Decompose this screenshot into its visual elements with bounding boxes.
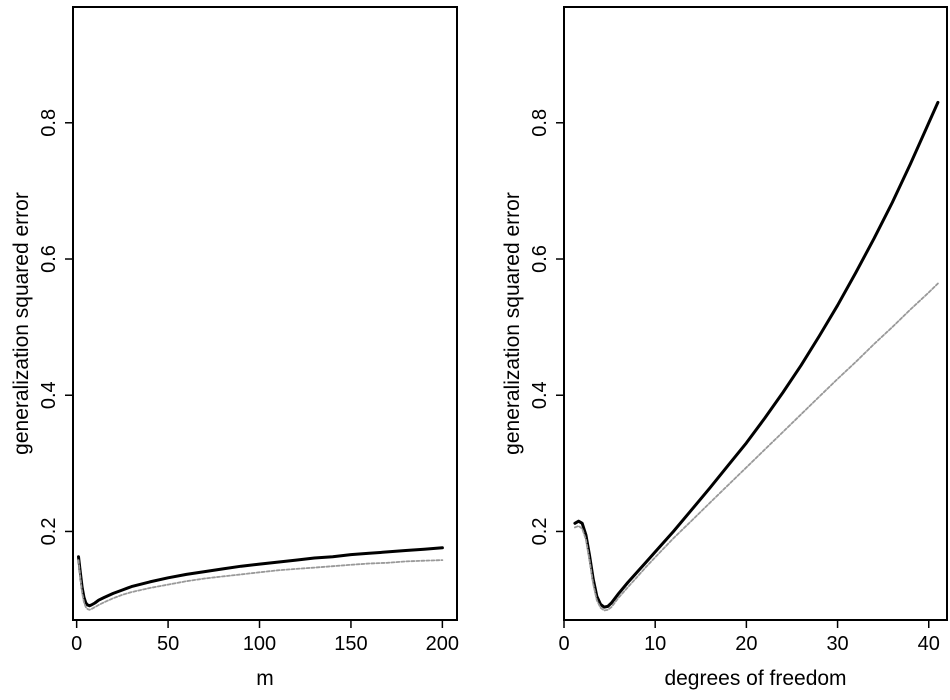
x-tick-label: 40 [918,633,940,655]
x-axis-title: m [256,667,274,690]
y-tick-label: 0.4 [529,381,551,409]
y-tick-label: 0.6 [529,245,551,273]
x-tick-label: 0 [71,633,82,655]
x-tick-label: 200 [426,633,459,655]
y-tick-label: 0.2 [38,518,60,546]
y-tick-label: 0.8 [529,109,551,137]
chart-panel-2: 0 10 20 30 40 0.2 0.4 0.6 0.8 degrees of freedom g… [501,6,948,690]
chart-panel-1: 0 50 100 150 200 0.2 0.4 0.6 0.8 m generalization … [10,6,459,690]
y-tick-label: 0.2 [529,518,551,546]
x-tick-label: 30 [826,633,848,655]
x-axis-title: degrees of freedom [664,667,846,690]
x-tick-label: 150 [334,633,367,655]
x-tick-label: 0 [558,633,569,655]
series-line-solid [77,546,444,608]
x-tick-label: 10 [644,633,666,655]
series-line-solid [573,100,940,609]
y-tick-label: 0.6 [38,245,60,273]
y-axis-title: generalization squared error [501,192,524,455]
plot-frame [72,6,458,621]
y-tick-label: 0.4 [38,381,60,409]
y-tick-label: 0.8 [38,109,60,137]
series-line-dashed [77,559,444,611]
x-tick-label: 20 [735,633,757,655]
plot-frame [563,6,948,621]
series-line-dashed [574,282,939,612]
x-tick-label: 50 [157,633,179,655]
y-axis-title: generalization squared error [10,192,33,455]
x-tick-label: 100 [243,633,276,655]
